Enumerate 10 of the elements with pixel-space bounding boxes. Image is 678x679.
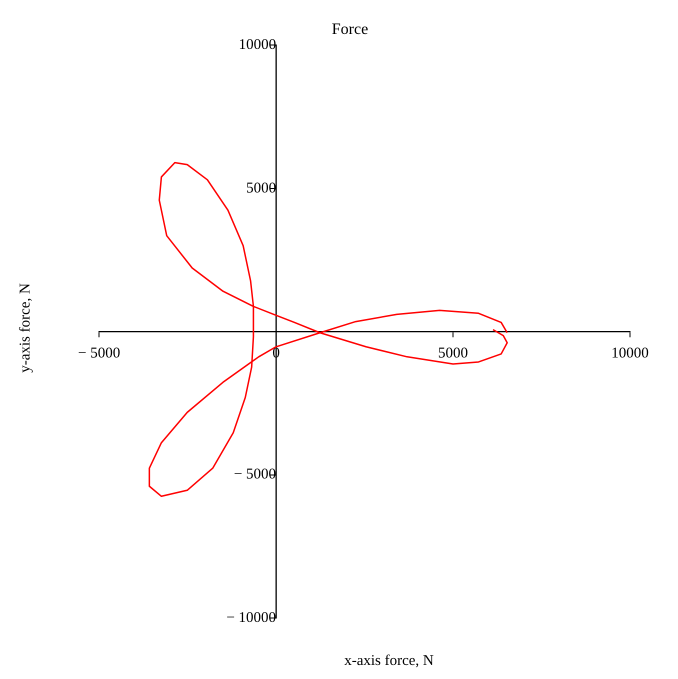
y-tick-label: 10000 [238, 37, 276, 54]
x-tick-label: − 5000 [78, 346, 120, 362]
x-tick-label: 5000 [438, 346, 468, 362]
chart-title: Force [332, 20, 368, 38]
y-tick-label: − 5000 [234, 466, 276, 483]
x-tick-label: 10000 [611, 346, 649, 362]
y-tick-label: 5000 [246, 180, 276, 196]
y-axis-title: y-axis force, N [18, 283, 34, 373]
x-axis-title: x-axis force, N [343, 653, 435, 670]
y-tick-label: − 10000 [226, 610, 276, 626]
